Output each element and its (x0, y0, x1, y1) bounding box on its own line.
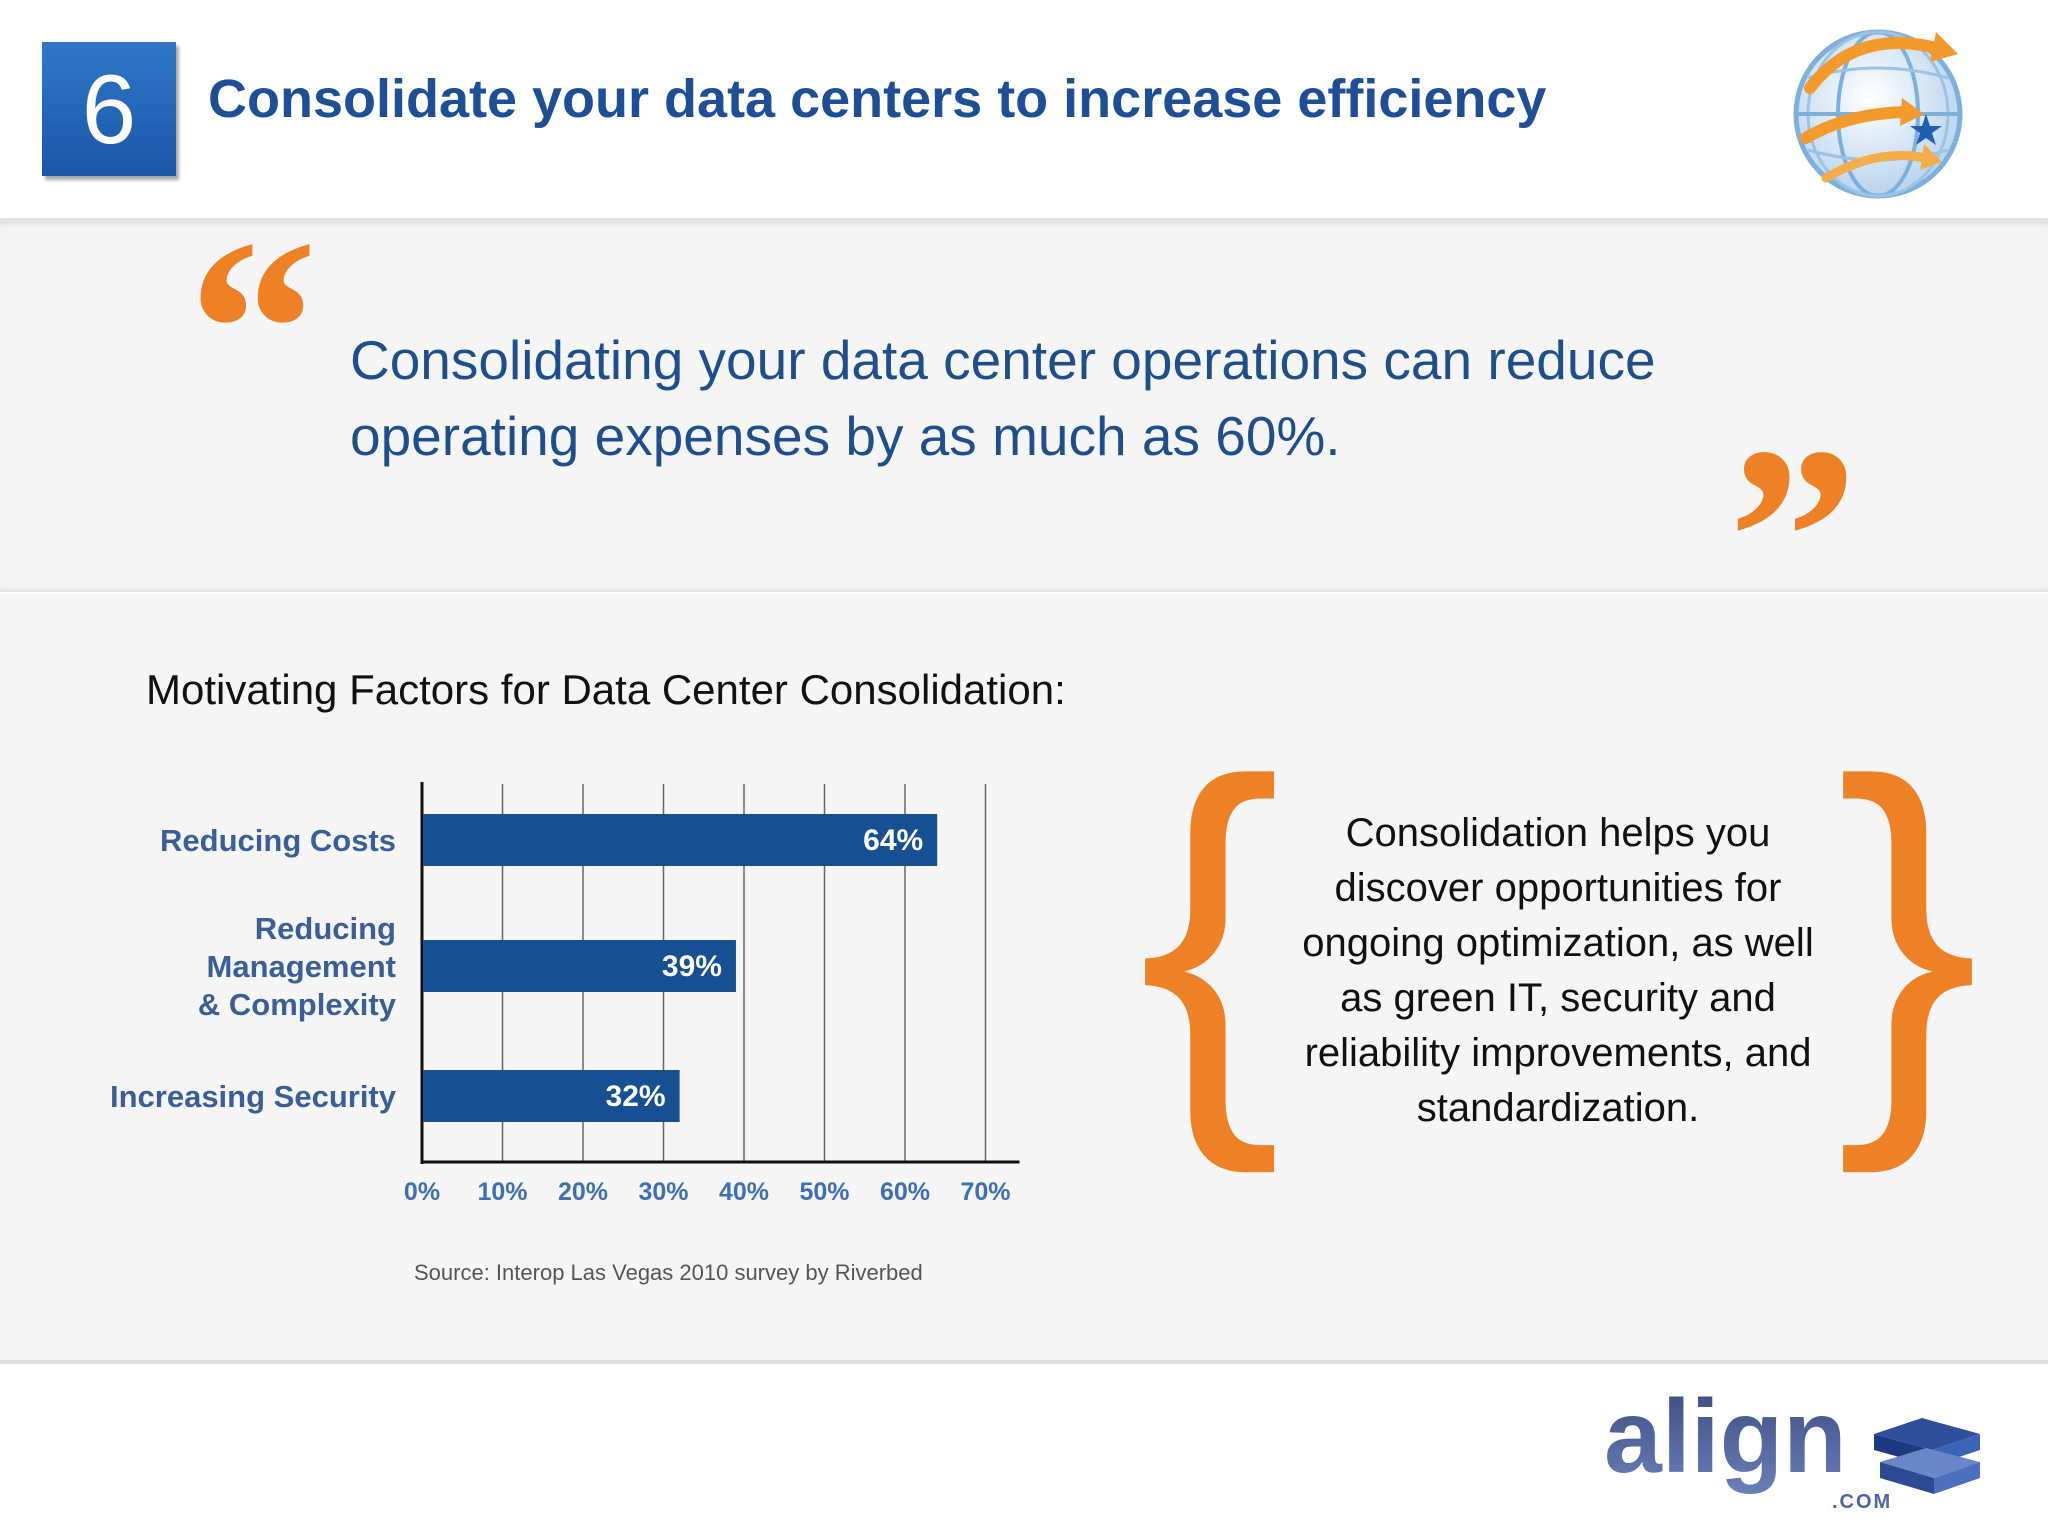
quote-text: Consolidating your data center operation… (350, 329, 1656, 467)
footer (0, 1364, 2048, 1536)
logo-word: align (1604, 1382, 1847, 1495)
logo-suffix: .COM (1832, 1491, 1892, 1513)
slide-header: 6 Consolidate your data centers to incre… (0, 0, 2048, 222)
chart-source: Source: Interop Las Vegas 2010 survey by… (414, 1260, 923, 1285)
x-tick-label: 30% (638, 1178, 688, 1206)
align-stack-icon (1874, 1418, 1980, 1494)
category-label: Increasing Security (110, 1079, 397, 1114)
bar-value-label: 64% (863, 824, 923, 857)
callout-text: Consolidation helps you discover opportu… (1302, 811, 1814, 1130)
chart-section-title: Motivating Factors for Data Center Conso… (146, 666, 1066, 713)
x-tick-label: 70% (960, 1178, 1010, 1206)
category-label: & Complexity (198, 987, 397, 1022)
category-label: Reducing (255, 911, 396, 946)
x-tick-label: 40% (719, 1178, 769, 1206)
main-panel (0, 594, 2048, 1364)
bar-value-label: 32% (606, 1080, 666, 1113)
x-tick-label: 10% (477, 1178, 527, 1206)
bar (423, 1070, 680, 1122)
close-brace: } (1836, 695, 1980, 1175)
x-tick-label: 0% (404, 1178, 440, 1206)
category-label: Reducing Costs (160, 823, 396, 858)
bar (423, 940, 736, 992)
category-label: Management (207, 949, 396, 984)
bar-chart: 0% 10% 20% 30% 40% 50% 60% 70% 64% Reducing Costs… (110, 782, 1020, 1206)
slide-number: 6 (42, 42, 176, 176)
open-quote-mark: “ (188, 186, 318, 474)
globe-arrows-icon (1793, 29, 1963, 199)
bar (423, 814, 938, 866)
x-tick-label: 50% (799, 1178, 849, 1206)
open-brace: { (1138, 695, 1282, 1175)
bar-value-label: 39% (662, 950, 722, 983)
slide-title: Consolidate your data centers to increas… (208, 69, 1547, 129)
align-logo: align .COM (1604, 1382, 1980, 1513)
x-tick-label: 60% (880, 1178, 930, 1206)
quote-band (0, 222, 2048, 592)
x-tick-label: 20% (558, 1178, 608, 1206)
